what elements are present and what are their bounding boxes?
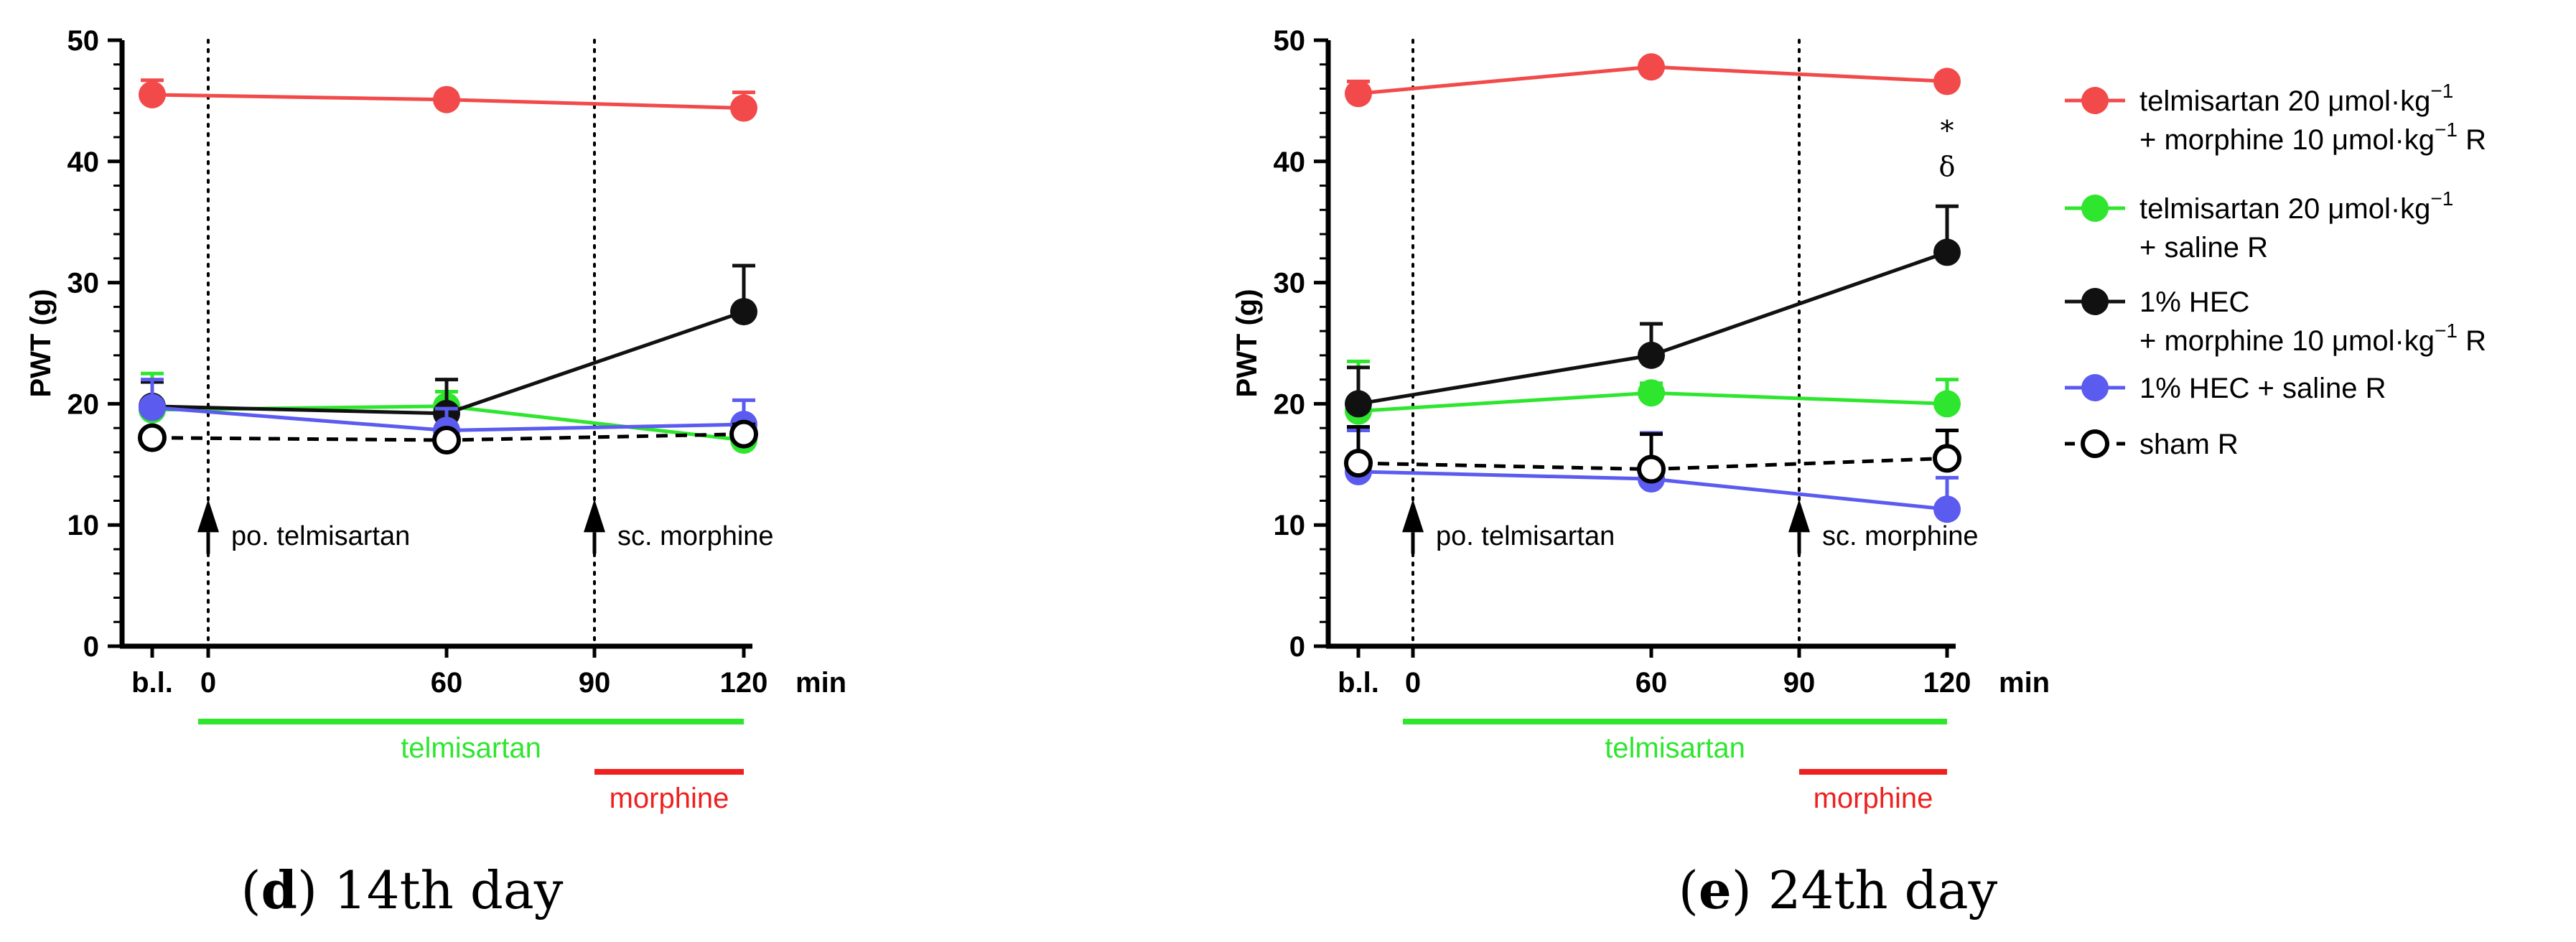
panel-caption-text: 14th day [334, 860, 564, 920]
legend-text: telmisartan 20 μmol·kg [2139, 193, 2430, 225]
significance-marker: δ [1939, 151, 1956, 182]
data-point-open [729, 419, 758, 449]
y-axis-label: PWT (g) [1231, 289, 1263, 397]
legend-text: sham R [2139, 429, 2239, 460]
data-point-open [1637, 454, 1666, 484]
data-point [1933, 238, 1961, 266]
annotation-label: po. telmisartan [1436, 521, 1615, 551]
y-tick-label: 0 [83, 631, 99, 663]
panel-d-chart: 0 10 20 30 40 50 PWT (g) b.l. 0 60 90 120 min po. tel… [25, 25, 846, 920]
arrow-marker [584, 499, 605, 533]
data-point [139, 393, 166, 421]
data-point [1638, 379, 1665, 407]
legend-label-line1: 1% HEC + saline R [2139, 373, 2386, 404]
x-tick-label: 90 [579, 667, 611, 699]
treatment-bar-label: telmisartan [401, 732, 541, 764]
x-axis-unit: min [1999, 667, 2050, 699]
data-point-open [432, 426, 461, 455]
legend-text: R [2458, 124, 2486, 156]
panel-caption-text: 24th day [1768, 860, 1998, 920]
y-tick-label: 40 [67, 146, 100, 178]
treatment-bar-label: morphine [610, 783, 729, 814]
x-tick-label: 90 [1783, 667, 1816, 699]
legend-marker-open [2081, 429, 2109, 458]
panel-e-chart: 0 10 20 30 40 50 PWT (g) b.l. 0 60 90 120 min po. tel… [1231, 25, 2050, 920]
legend-text: + saline R [2139, 232, 2268, 264]
legend-label-line2: + morphine 10 μmol·kg−1 R [2139, 320, 2486, 357]
annotation-label: sc. morphine [617, 521, 774, 551]
data-point [433, 85, 460, 113]
legend-marker [2081, 195, 2109, 222]
legend-superscript: −1 [2430, 80, 2453, 102]
x-tick-label: 0 [200, 667, 216, 699]
data-point [1345, 80, 1372, 108]
data-point [1638, 53, 1665, 81]
y-tick-label: 0 [1289, 631, 1305, 663]
legend-marker [2081, 374, 2109, 401]
data-point [1933, 495, 1961, 523]
y-tick-label: 10 [1274, 510, 1306, 541]
arrow-marker [1402, 499, 1424, 533]
legend-text: R [2458, 325, 2486, 357]
data-point [1345, 390, 1372, 418]
y-axis-label: PWT (g) [25, 289, 57, 397]
y-tick-label: 30 [1274, 268, 1306, 299]
data-point [1933, 390, 1961, 418]
x-tick-label: 60 [431, 667, 463, 699]
data-point-open [1933, 444, 1961, 473]
x-tick-label: b.l. [1338, 667, 1379, 699]
legend-marker [2081, 87, 2109, 114]
y-tick-label: 20 [1274, 388, 1306, 420]
y-tick-label: 10 [67, 510, 100, 541]
data-point-open [138, 423, 167, 452]
treatment-bar-label: morphine [1814, 783, 1933, 814]
data-point-open [1344, 449, 1373, 478]
x-axis-unit: min [795, 667, 846, 699]
legend-marker [2081, 288, 2109, 315]
legend-superscript: −1 [2435, 320, 2458, 342]
x-tick-label: 60 [1635, 667, 1668, 699]
y-tick-label: 40 [1274, 146, 1306, 178]
y-tick-label: 30 [67, 268, 100, 299]
legend-label-line1: telmisartan 20 μmol·kg−1 [2139, 80, 2453, 117]
data-point [1638, 341, 1665, 369]
x-tick-label: 120 [720, 667, 768, 699]
arrow-marker [1788, 499, 1810, 533]
legend: telmisartan 20 μmol·kg−1+ morphine 10 μm… [2065, 80, 2486, 460]
panel-caption: (d) 14th day [241, 859, 564, 920]
legend-label-line2: + saline R [2139, 232, 2268, 264]
legend-text: 1% HEC + saline R [2139, 373, 2386, 404]
legend-label-line2: + morphine 10 μmol·kg−1 R [2139, 118, 2486, 156]
x-tick-label: b.l. [131, 667, 173, 699]
treatment-bar-label: telmisartan [1605, 732, 1745, 764]
annotation-label: sc. morphine [1822, 521, 1979, 551]
x-tick-label: 120 [1923, 667, 1971, 699]
legend-label-line1: sham R [2139, 429, 2239, 460]
y-tick-label: 50 [67, 25, 100, 57]
annotation-label: po. telmisartan [231, 521, 410, 551]
data-point [730, 94, 757, 122]
data-point [139, 80, 166, 108]
legend-text: 1% HEC [2139, 286, 2249, 318]
y-tick-label: 20 [67, 388, 100, 420]
data-point [1933, 67, 1961, 95]
y-tick-label: 50 [1274, 25, 1306, 57]
arrow-marker [197, 499, 219, 533]
legend-text: + morphine 10 μmol·kg [2139, 124, 2435, 156]
panel-caption: (e) 24th day [1679, 859, 1998, 920]
legend-superscript: −1 [2430, 187, 2453, 210]
legend-superscript: −1 [2435, 118, 2458, 141]
legend-text: + morphine 10 μmol·kg [2139, 325, 2435, 357]
data-point [730, 298, 757, 326]
significance-marker: * [1941, 115, 1954, 146]
legend-label-line1: 1% HEC [2139, 286, 2249, 318]
panel-label: e [1699, 859, 1732, 920]
x-tick-label: 0 [1405, 667, 1421, 699]
panel-label: d [261, 859, 297, 920]
legend-text: telmisartan 20 μmol·kg [2139, 85, 2430, 117]
legend-label-line1: telmisartan 20 μmol·kg−1 [2139, 187, 2453, 225]
